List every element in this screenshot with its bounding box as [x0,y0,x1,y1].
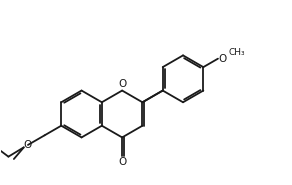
Text: O: O [24,140,32,150]
Text: O: O [118,79,126,89]
Text: O: O [219,54,227,64]
Text: O: O [118,157,126,167]
Text: CH₃: CH₃ [229,48,246,57]
